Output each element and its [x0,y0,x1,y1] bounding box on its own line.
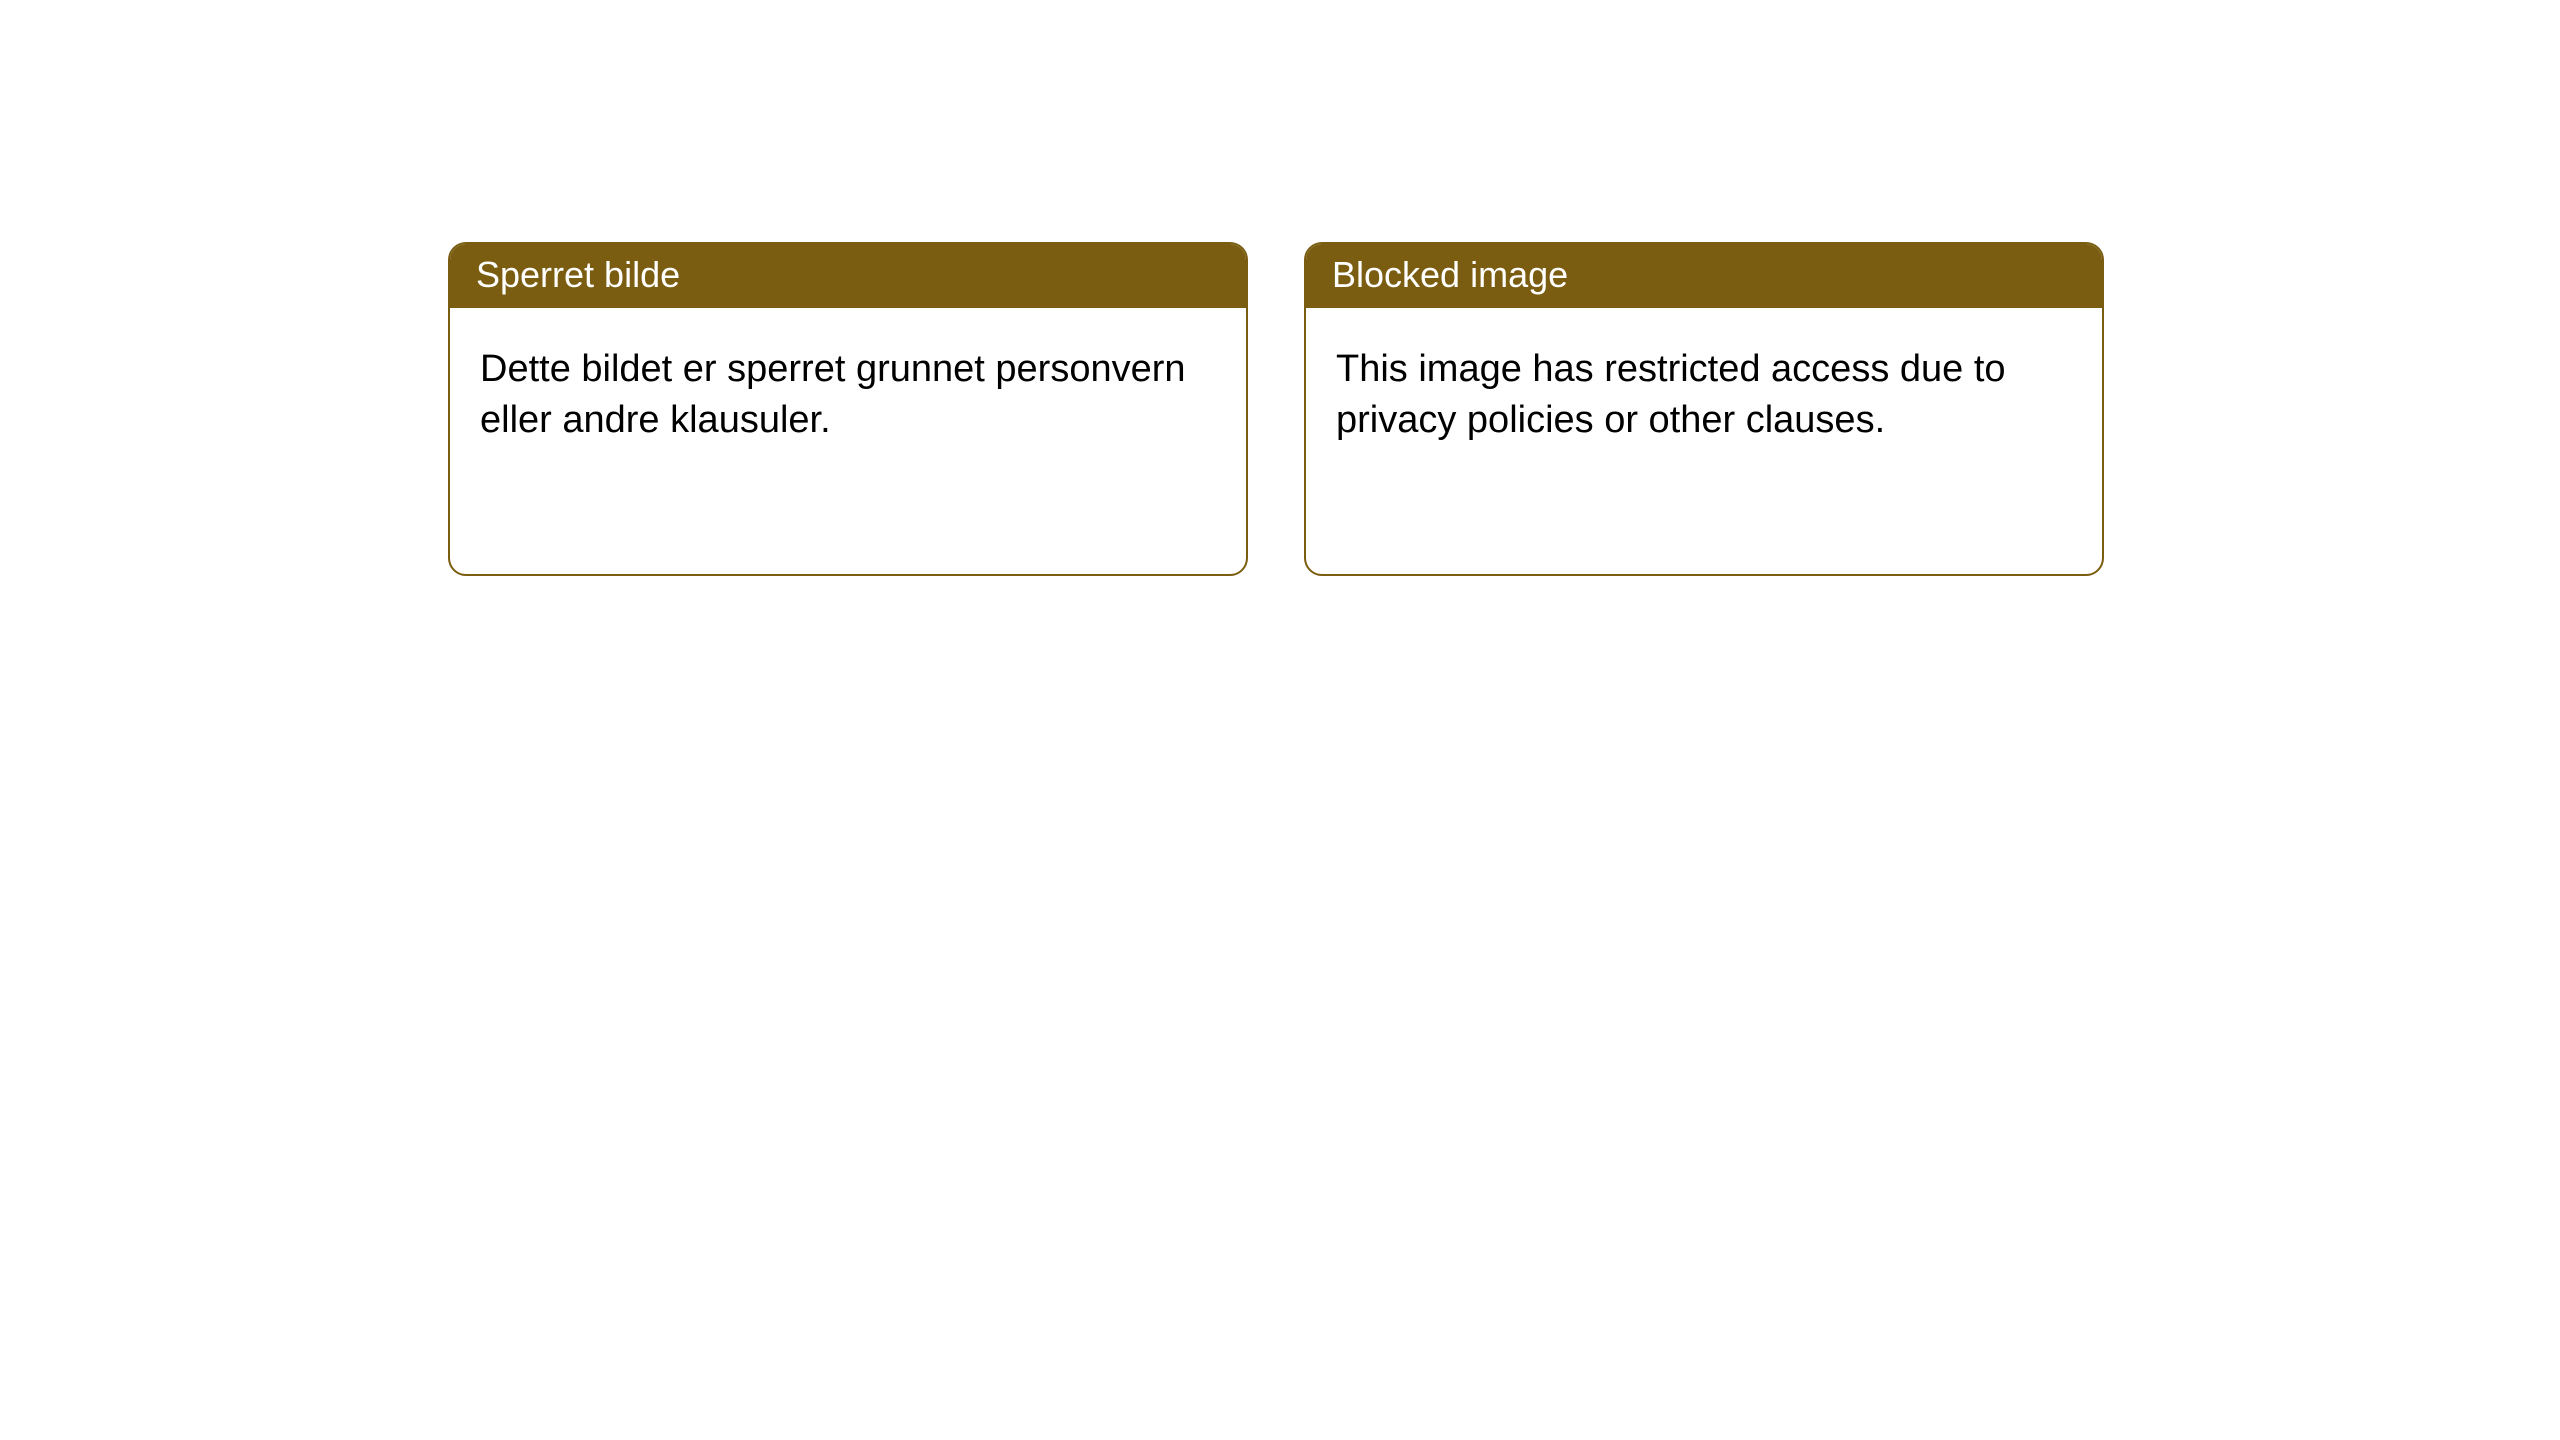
card-title-no: Sperret bilde [450,244,1246,308]
blocked-image-card-en: Blocked image This image has restricted … [1304,242,2104,576]
blocked-image-card-no: Sperret bilde Dette bildet er sperret gr… [448,242,1248,576]
notice-container: Sperret bilde Dette bildet er sperret gr… [0,0,2560,576]
card-title-en: Blocked image [1306,244,2102,308]
card-body-no: Dette bildet er sperret grunnet personve… [450,308,1246,483]
card-body-en: This image has restricted access due to … [1306,308,2102,483]
